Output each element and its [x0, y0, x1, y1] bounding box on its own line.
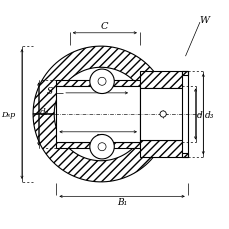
Polygon shape — [56, 143, 139, 149]
Polygon shape — [33, 47, 168, 114]
Circle shape — [98, 78, 106, 86]
Text: C: C — [101, 22, 108, 31]
Text: d: d — [196, 110, 202, 119]
Text: Dₛp: Dₛp — [1, 111, 15, 118]
Polygon shape — [181, 71, 187, 75]
Circle shape — [98, 143, 106, 151]
Text: d₂: d₂ — [39, 108, 49, 117]
Polygon shape — [33, 114, 168, 182]
Circle shape — [159, 111, 166, 118]
Text: S: S — [46, 87, 53, 96]
Polygon shape — [181, 154, 187, 158]
Polygon shape — [139, 140, 181, 158]
Text: W: W — [199, 16, 208, 25]
Circle shape — [89, 70, 114, 94]
Text: B₁: B₁ — [116, 198, 127, 207]
Text: B: B — [94, 133, 101, 142]
Polygon shape — [56, 80, 139, 86]
Text: d₃: d₃ — [204, 110, 213, 119]
Circle shape — [89, 135, 114, 159]
Polygon shape — [139, 89, 181, 140]
Polygon shape — [56, 86, 139, 143]
Polygon shape — [139, 71, 181, 89]
